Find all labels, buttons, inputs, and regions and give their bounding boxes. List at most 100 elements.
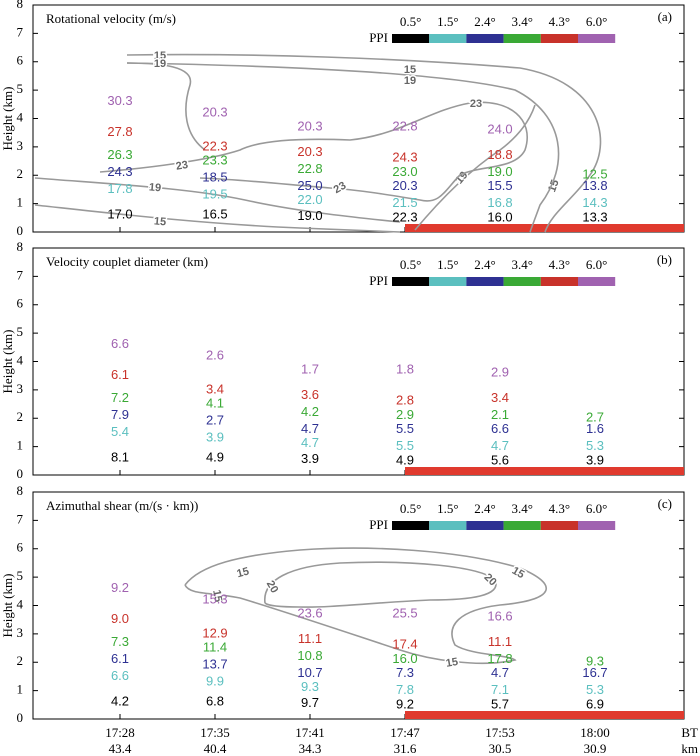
legend-title: PPI (369, 517, 388, 532)
value-label: 23.0 (392, 164, 417, 179)
contour-line (126, 62, 560, 233)
y-tick-label: 4 (17, 109, 24, 124)
value-label: 16.8 (487, 195, 512, 210)
value-label: 1.8 (396, 361, 414, 376)
y-tick-label: 6 (17, 53, 24, 68)
contour-line (99, 101, 528, 202)
value-label: 20.3 (297, 144, 322, 159)
x-tick-label-2: 34.3 (299, 741, 322, 756)
value-label: 4.2 (301, 404, 319, 419)
y-tick-label: 3 (17, 625, 24, 640)
value-label: 12.9 (202, 625, 227, 640)
value-label: 22.8 (392, 118, 417, 133)
legend-swatch (392, 521, 430, 530)
value-label: 21.5 (392, 195, 417, 210)
y-tick-label: 6 (17, 540, 24, 555)
value-label: 2.1 (491, 407, 509, 422)
value-label: 2.6 (206, 347, 224, 362)
panel-label: (c) (658, 496, 672, 511)
value-label: 25.5 (392, 605, 417, 620)
period-bar (405, 467, 684, 475)
value-label: 2.9 (396, 407, 414, 422)
value-label: 4.2 (111, 693, 129, 708)
legend-swatch (578, 521, 616, 530)
value-label: 1.7 (301, 361, 319, 376)
value-label: 5.6 (491, 452, 509, 467)
legend-label: 2.4° (474, 14, 495, 29)
value-label: 4.7 (301, 435, 319, 450)
legend-swatch (392, 277, 430, 286)
value-label: 13.3 (582, 209, 607, 224)
value-label: 4.9 (396, 452, 414, 467)
value-label: 20.3 (392, 178, 417, 193)
value-label: 17.8 (487, 651, 512, 666)
value-label: 10.7 (297, 665, 322, 680)
value-label: 2.7 (206, 413, 224, 428)
x-axis-title: BT (681, 725, 698, 740)
legend-label: 4.3° (549, 501, 570, 516)
legend-label: 0.5° (400, 257, 421, 272)
value-label: 9.3 (301, 679, 319, 694)
contour-line (126, 62, 206, 151)
legend-label: 6.0° (586, 501, 607, 516)
x-tick-label: 18:00 (580, 725, 610, 740)
value-label: 6.6 (491, 421, 509, 436)
x-tick-label-2: 43.4 (109, 741, 132, 756)
value-label: 11.4 (203, 640, 227, 655)
value-label: 12.5 (582, 167, 607, 182)
legend-label: 0.5° (400, 14, 421, 29)
value-label: 9.2 (111, 580, 129, 595)
value-label: 17.8 (107, 181, 132, 196)
value-label: 9.3 (586, 654, 604, 669)
value-label: 4.7 (301, 421, 319, 436)
value-label: 30.3 (107, 93, 132, 108)
value-label: 2.7 (586, 410, 604, 425)
value-label: 11.1 (488, 634, 512, 649)
value-label: 5.3 (586, 438, 604, 453)
contour-label: 19 (148, 181, 161, 194)
contour-line (126, 53, 602, 233)
value-label: 9.9 (206, 674, 224, 689)
contour-label: 15 (236, 566, 251, 581)
value-label: 6.6 (111, 668, 129, 683)
y-tick-label: 2 (17, 409, 24, 424)
value-label: 11.1 (298, 631, 322, 646)
value-label: 22.0 (297, 192, 322, 207)
legend-swatch (429, 277, 467, 286)
x-tick-label: 17:47 (390, 725, 420, 740)
contour-label: 15 (510, 565, 527, 582)
y-tick-label: 0 (17, 466, 24, 481)
y-tick-label: 1 (17, 438, 24, 453)
contour-label: 15 (154, 50, 166, 62)
period-bar (405, 224, 684, 232)
value-label: 4.1 (206, 396, 224, 411)
y-tick-label: 6 (17, 296, 24, 311)
value-label: 24.0 (487, 121, 512, 136)
value-label: 6.1 (111, 367, 129, 382)
x-axis-title-2: km (681, 741, 698, 756)
value-label: 16.5 (202, 206, 227, 221)
value-label: 23.6 (297, 605, 322, 620)
value-label: 14.3 (582, 195, 607, 210)
x-tick-label-2: 30.9 (584, 741, 607, 756)
value-label: 16.0 (392, 651, 417, 666)
y-tick-label: 0 (17, 710, 24, 725)
value-label: 24.3 (107, 164, 132, 179)
y-tick-label: 7 (17, 511, 24, 526)
y-tick-label: 5 (17, 568, 24, 583)
contour-line (34, 204, 401, 233)
contour-line (414, 104, 536, 231)
value-label: 1.6 (586, 421, 604, 436)
legend-label: 2.4° (474, 501, 495, 516)
contour-label: 15 (404, 64, 416, 76)
value-label: 27.8 (107, 124, 132, 139)
value-label: 26.3 (107, 147, 132, 162)
legend-swatch (392, 34, 430, 43)
panel-label: (b) (657, 252, 672, 267)
value-label: 18.8 (487, 147, 512, 162)
value-label: 25.0 (297, 178, 322, 193)
y-tick-label: 8 (17, 239, 24, 254)
value-label: 5.3 (586, 682, 604, 697)
value-label: 7.8 (396, 682, 414, 697)
